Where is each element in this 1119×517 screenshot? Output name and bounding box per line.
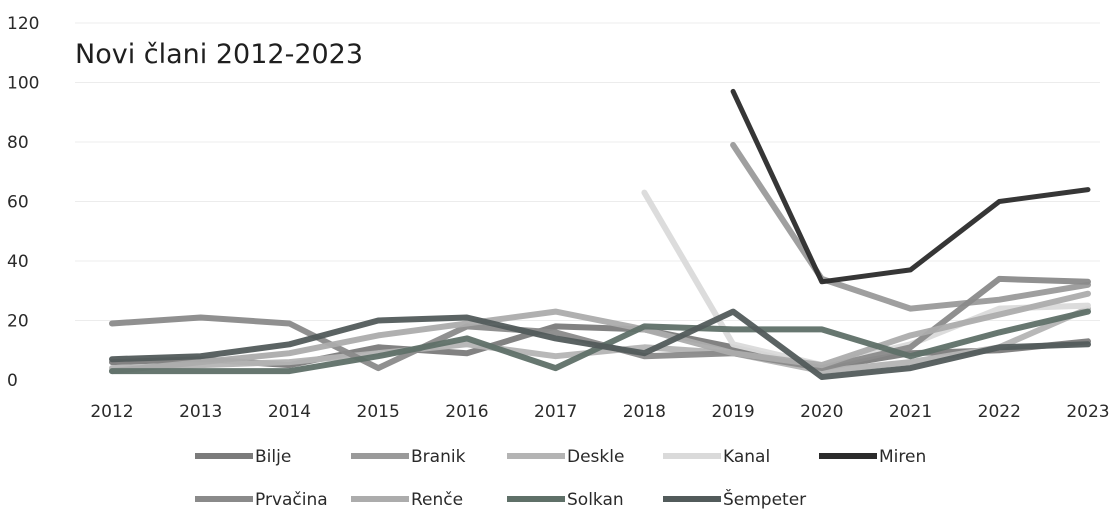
- series-line: [730, 88, 1091, 285]
- x-tick-label: 2013: [179, 402, 222, 422]
- y-tick-label: 0: [7, 371, 18, 391]
- y-axis-ticks: 0 20 40 60 80 100 120: [7, 14, 39, 391]
- legend-label: Bilje: [255, 447, 291, 467]
- series-lines: [109, 88, 1091, 380]
- x-tick-label: 2015: [357, 402, 400, 422]
- y-tick-label: 60: [7, 193, 29, 213]
- legend-label: Branik: [411, 447, 466, 467]
- series-line: [109, 305, 1091, 375]
- x-tick-label: 2020: [800, 402, 843, 422]
- legend-label: Renče: [411, 490, 463, 510]
- legend-label: Šempeter: [723, 488, 806, 510]
- x-tick-label: 2023: [1066, 402, 1109, 422]
- y-tick-label: 100: [7, 74, 39, 94]
- y-tick-label: 80: [7, 133, 29, 153]
- x-tick-label: 2014: [268, 402, 311, 422]
- y-tick-label: 40: [7, 252, 29, 272]
- x-tick-label: 2017: [534, 402, 577, 422]
- y-tick-label: 20: [7, 312, 29, 332]
- legend-label: Miren: [879, 447, 926, 467]
- series-line: [730, 142, 1091, 312]
- x-tick-label: 2019: [711, 402, 754, 422]
- x-tick-label: 2022: [978, 402, 1021, 422]
- legend: Bilje Branik Deskle Kanal Miren Prvačina Renče…: [195, 447, 926, 510]
- y-tick-label: 120: [7, 14, 39, 34]
- x-tick-label: 2012: [90, 402, 133, 422]
- legend-label: Kanal: [723, 447, 770, 467]
- x-tick-label: 2018: [623, 402, 666, 422]
- legend-label: Prvačina: [255, 490, 328, 510]
- legend-label: Solkan: [567, 490, 624, 510]
- series-line: [109, 308, 1091, 380]
- legend-label: Deskle: [567, 447, 624, 467]
- gridlines: [75, 22, 1100, 321]
- x-tick-label: 2016: [445, 402, 488, 422]
- x-tick-label: 2021: [889, 402, 932, 422]
- x-axis-ticks: 2012 2013 2014 2015 2016 2017 2018 2019 2020 2021…: [90, 402, 1109, 422]
- series-line: [109, 290, 1091, 375]
- chart-title: Novi člani 2012-2023: [75, 39, 363, 70]
